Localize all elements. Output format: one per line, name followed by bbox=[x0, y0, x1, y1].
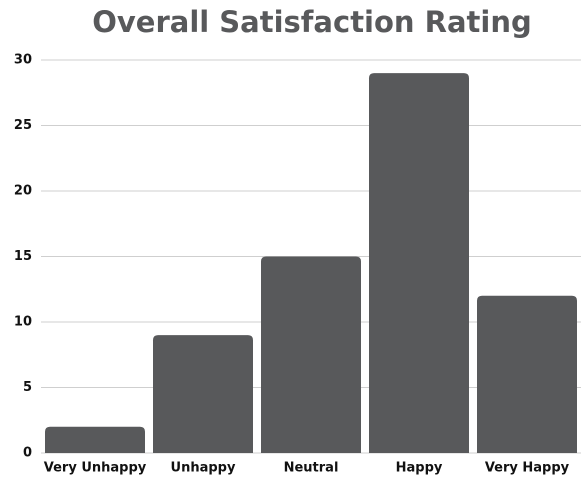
y-tick-label: 25 bbox=[14, 118, 32, 133]
chart-title: Overall Satisfaction Rating bbox=[92, 5, 532, 39]
bar bbox=[153, 335, 253, 453]
x-tick-label: Very Happy bbox=[485, 461, 570, 476]
y-tick-label: 0 bbox=[23, 446, 32, 461]
bar bbox=[477, 295, 577, 453]
x-tick-label: Happy bbox=[396, 461, 443, 476]
y-tick-label: 5 bbox=[23, 380, 32, 395]
bar bbox=[45, 426, 145, 453]
x-tick-label: Unhappy bbox=[171, 461, 236, 476]
x-tick-label: Neutral bbox=[284, 461, 339, 476]
y-tick-label: 10 bbox=[14, 315, 32, 330]
y-tick-label: 20 bbox=[14, 184, 32, 199]
bar bbox=[261, 256, 361, 453]
y-tick-label: 30 bbox=[14, 53, 32, 68]
bar bbox=[369, 73, 469, 453]
y-tick-label: 15 bbox=[14, 249, 32, 264]
x-tick-label: Very Unhappy bbox=[44, 461, 147, 476]
